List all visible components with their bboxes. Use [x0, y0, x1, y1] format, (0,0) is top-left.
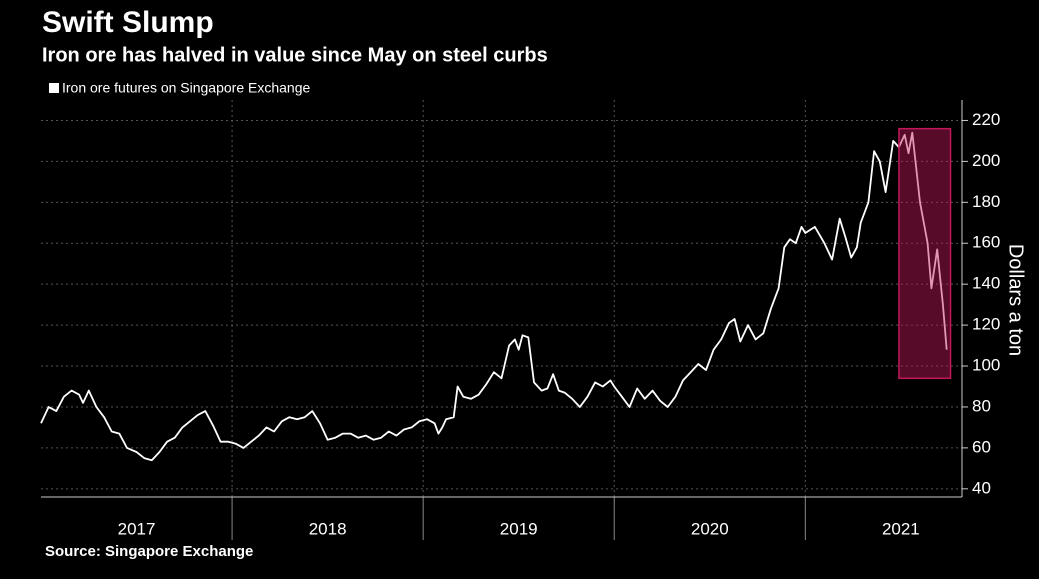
legend-swatch — [49, 83, 59, 93]
y-tick-label: 60 — [972, 437, 991, 456]
x-tick-label: 2020 — [691, 519, 729, 538]
y-tick-label: 120 — [972, 315, 1000, 334]
x-tick-label: 2021 — [882, 519, 920, 538]
chart-title: Swift Slump — [42, 6, 214, 39]
y-tick-label: 80 — [972, 396, 991, 415]
legend-label: Iron ore futures on Singapore Exchange — [62, 80, 310, 96]
chart-subtitle: Iron ore has halved in value since May o… — [42, 44, 548, 66]
source: Source: Singapore Exchange — [45, 543, 253, 560]
y-tick-label: 140 — [972, 274, 1000, 293]
x-tick-label: 2019 — [500, 519, 538, 538]
highlight-region — [898, 127, 952, 380]
x-tick-label: 2017 — [118, 519, 156, 538]
y-axis-label: Dollars a ton — [1005, 244, 1027, 356]
y-tick-label: 40 — [972, 478, 991, 497]
y-tick-label: 220 — [972, 110, 1000, 129]
y-tick-label: 160 — [972, 233, 1000, 252]
y-tick-label: 100 — [972, 356, 1000, 375]
y-tick-label: 200 — [972, 151, 1000, 170]
x-tick-label: 2018 — [309, 519, 347, 538]
line — [40, 131, 948, 462]
y-tick-label: 180 — [972, 192, 1000, 211]
